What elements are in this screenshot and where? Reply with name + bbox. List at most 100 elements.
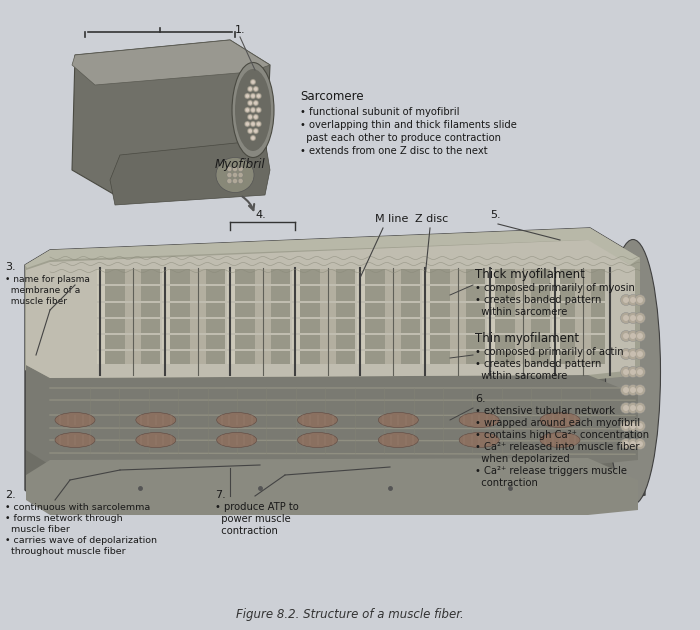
Circle shape <box>620 312 631 323</box>
Circle shape <box>637 369 643 375</box>
Circle shape <box>623 351 629 357</box>
Polygon shape <box>384 351 400 364</box>
Polygon shape <box>170 269 190 284</box>
Polygon shape <box>466 351 485 364</box>
Circle shape <box>630 351 636 357</box>
Polygon shape <box>141 269 160 284</box>
Polygon shape <box>141 351 160 364</box>
Polygon shape <box>357 269 365 284</box>
Polygon shape <box>97 351 105 364</box>
Polygon shape <box>357 335 365 349</box>
Polygon shape <box>449 335 466 349</box>
Polygon shape <box>206 303 225 317</box>
Polygon shape <box>190 286 206 301</box>
Polygon shape <box>292 303 300 317</box>
Ellipse shape <box>217 413 257 428</box>
Polygon shape <box>170 286 190 301</box>
Text: • functional subunit of myofibril: • functional subunit of myofibril <box>300 107 459 117</box>
Circle shape <box>250 107 256 113</box>
Polygon shape <box>400 303 420 317</box>
Polygon shape <box>319 319 335 333</box>
Circle shape <box>254 87 258 91</box>
Polygon shape <box>560 351 575 364</box>
Polygon shape <box>400 286 420 301</box>
Polygon shape <box>514 351 531 364</box>
Polygon shape <box>141 319 160 333</box>
Ellipse shape <box>540 433 580 447</box>
Polygon shape <box>319 269 335 284</box>
Circle shape <box>257 122 260 126</box>
Circle shape <box>627 348 638 360</box>
Circle shape <box>227 178 232 183</box>
Circle shape <box>630 297 636 303</box>
Polygon shape <box>162 335 170 349</box>
Circle shape <box>634 331 645 341</box>
Circle shape <box>623 333 629 339</box>
Circle shape <box>637 405 643 411</box>
Text: contraction: contraction <box>475 478 538 488</box>
Circle shape <box>630 387 636 393</box>
Ellipse shape <box>136 413 176 428</box>
Circle shape <box>627 367 638 377</box>
Circle shape <box>232 178 237 183</box>
Polygon shape <box>105 286 125 301</box>
Text: 7.: 7. <box>215 490 225 500</box>
Text: contraction: contraction <box>215 526 278 536</box>
Polygon shape <box>105 351 125 364</box>
Polygon shape <box>319 335 335 349</box>
Polygon shape <box>591 303 605 317</box>
Circle shape <box>623 315 629 321</box>
Polygon shape <box>170 335 190 349</box>
Polygon shape <box>495 269 514 284</box>
Circle shape <box>620 420 631 432</box>
Circle shape <box>232 173 237 178</box>
Polygon shape <box>170 351 190 364</box>
Polygon shape <box>552 319 560 333</box>
Text: 4.: 4. <box>255 210 266 220</box>
Circle shape <box>247 128 253 134</box>
Polygon shape <box>552 303 560 317</box>
Polygon shape <box>292 269 300 284</box>
Text: within sarcomere: within sarcomere <box>475 371 568 381</box>
Ellipse shape <box>232 62 274 158</box>
Polygon shape <box>335 269 355 284</box>
Circle shape <box>251 94 255 98</box>
Polygon shape <box>487 335 495 349</box>
Polygon shape <box>357 303 365 317</box>
Circle shape <box>232 166 237 171</box>
Polygon shape <box>270 351 290 364</box>
Circle shape <box>246 108 249 112</box>
Polygon shape <box>300 319 319 333</box>
Ellipse shape <box>298 433 337 447</box>
Circle shape <box>247 114 253 120</box>
Polygon shape <box>575 335 591 349</box>
Ellipse shape <box>136 433 176 447</box>
Text: Figure 8.2. Structure of a muscle fiber.: Figure 8.2. Structure of a muscle fiber. <box>236 608 464 621</box>
Polygon shape <box>430 351 449 364</box>
Polygon shape <box>300 303 319 317</box>
Polygon shape <box>495 335 514 349</box>
Polygon shape <box>255 269 270 284</box>
Circle shape <box>627 403 638 413</box>
Polygon shape <box>357 286 365 301</box>
Polygon shape <box>495 286 514 301</box>
Polygon shape <box>235 319 255 333</box>
Polygon shape <box>552 351 560 364</box>
Polygon shape <box>292 319 300 333</box>
Polygon shape <box>487 269 495 284</box>
Polygon shape <box>227 286 235 301</box>
Polygon shape <box>141 286 160 301</box>
Circle shape <box>246 94 249 98</box>
Circle shape <box>634 348 645 360</box>
Text: • name for plasma: • name for plasma <box>5 275 90 284</box>
Circle shape <box>630 369 636 375</box>
Polygon shape <box>235 303 255 317</box>
Ellipse shape <box>217 433 257 447</box>
Circle shape <box>620 331 631 341</box>
Circle shape <box>620 348 631 360</box>
Polygon shape <box>206 286 225 301</box>
Polygon shape <box>190 335 206 349</box>
Polygon shape <box>495 351 514 364</box>
Circle shape <box>627 331 638 341</box>
Circle shape <box>250 135 256 141</box>
